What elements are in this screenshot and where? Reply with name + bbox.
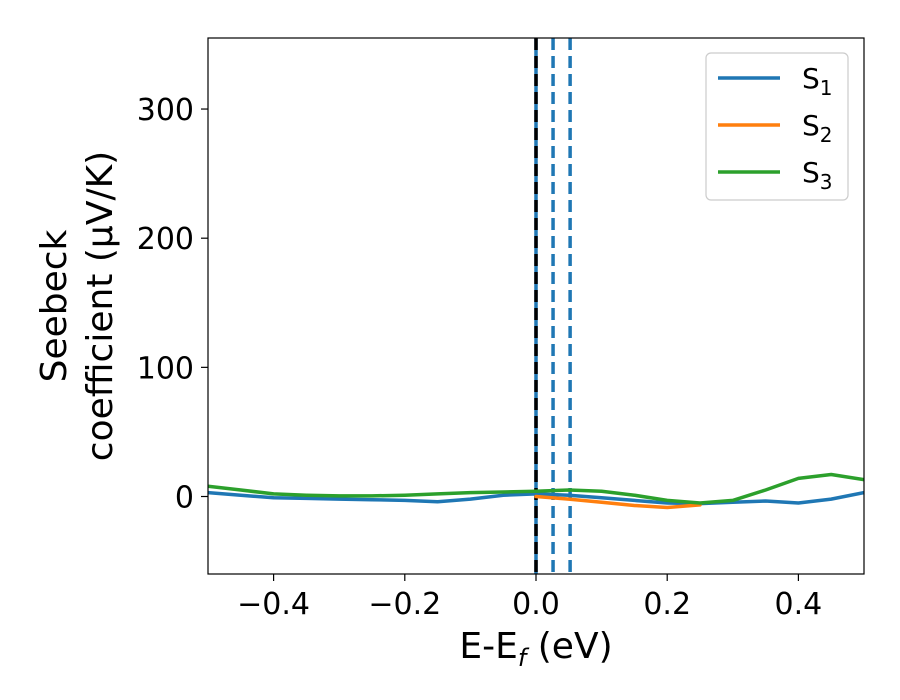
plot-area: [208, 38, 864, 574]
y-axis-title-line1: Seebeck: [34, 229, 75, 382]
x-tick-label: 0.0: [512, 587, 560, 622]
legend-label-S1: S1: [802, 62, 833, 100]
series-layer: [208, 472, 864, 510]
x-tick-label: 0.2: [643, 587, 691, 622]
y-axis-title-line2: coefficient (μV/K): [80, 151, 121, 461]
x-axis-title: E-Ef (eV): [459, 626, 612, 672]
legend-label-S3: S3: [802, 156, 833, 194]
legend: S1 S2 S3: [705, 52, 849, 201]
y-tick-label: 100: [137, 351, 194, 386]
x-tick-label: 0.4: [775, 587, 823, 622]
x-tick-label: −0.4: [237, 587, 310, 622]
y-tick-label: 200: [137, 222, 194, 257]
x-tick-label: −0.2: [368, 587, 441, 622]
x-axis: −0.4 −0.2 0.0 0.2 0.4: [237, 574, 822, 622]
series-line-S1: [208, 490, 864, 506]
reference-lines: [534, 38, 572, 574]
y-tick-label: 0: [175, 481, 194, 516]
legend-label-S2: S2: [802, 109, 833, 147]
y-axis-title: Seebeck coefficient (μV/K): [34, 151, 121, 461]
y-axis: 0 100 200 300: [137, 93, 208, 516]
series-line-S3: [208, 472, 864, 505]
y-tick-label: 300: [137, 93, 194, 128]
series-line-S2: [534, 494, 702, 510]
